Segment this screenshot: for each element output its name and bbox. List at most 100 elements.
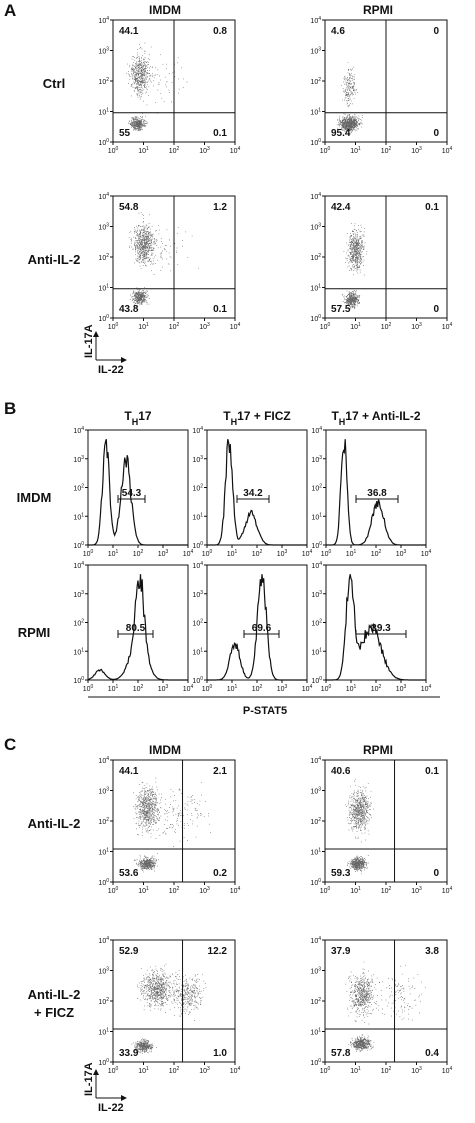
tick-base: 10 xyxy=(98,194,106,201)
tick-exp: 0 xyxy=(200,541,203,547)
tick-base: 10 xyxy=(158,686,166,693)
plot-frame xyxy=(324,939,448,1063)
tick-label: 104 xyxy=(230,886,241,895)
tick-exp: 1 xyxy=(358,886,361,892)
tick-exp: 2 xyxy=(106,253,109,259)
tick-label: 103 xyxy=(277,684,288,693)
tick-exp: 0 xyxy=(116,322,119,328)
tick-base: 10 xyxy=(310,110,318,117)
density-dots xyxy=(131,963,207,1054)
tick-base: 10 xyxy=(73,563,81,570)
tick-exp: 2 xyxy=(318,253,321,259)
tick-exp: 2 xyxy=(260,684,263,690)
tick-label: 100 xyxy=(311,676,322,685)
density-dots xyxy=(133,777,211,873)
tick-label: 101 xyxy=(108,684,119,693)
quadrant-value: 12.2 xyxy=(208,946,228,957)
panel-letter: C xyxy=(4,735,16,754)
tick-exp: 0 xyxy=(106,1058,109,1064)
tick-label: 104 xyxy=(311,561,322,570)
tick-base: 10 xyxy=(169,324,177,331)
tick-label: 104 xyxy=(310,936,321,945)
tick-label: 104 xyxy=(421,684,432,693)
tick-exp: 2 xyxy=(106,817,109,823)
tick-label: 102 xyxy=(192,619,203,628)
tick-exp: 1 xyxy=(106,284,109,290)
tick-label: 101 xyxy=(73,647,84,656)
tick-label: 103 xyxy=(411,1066,422,1075)
tick-label: 102 xyxy=(381,146,392,155)
tick-exp: 4 xyxy=(200,561,203,567)
gate-value: 80.5 xyxy=(126,623,146,634)
tick-exp: 1 xyxy=(146,1066,149,1072)
tick-exp: 0 xyxy=(210,684,213,690)
tick-base: 10 xyxy=(310,286,318,293)
tick-base: 10 xyxy=(311,514,319,521)
tick-exp: 3 xyxy=(285,549,288,555)
tick-exp: 0 xyxy=(328,322,331,328)
tick-label: 101 xyxy=(98,1028,109,1037)
tick-label: 104 xyxy=(183,684,194,693)
tick-label: 101 xyxy=(350,886,361,895)
tick-label: 100 xyxy=(320,322,331,331)
tick-label: 101 xyxy=(98,108,109,117)
tick-base: 10 xyxy=(133,551,141,558)
quadrant-value: 1.2 xyxy=(213,202,227,213)
tick-base: 10 xyxy=(199,888,207,895)
gate-value: 54.3 xyxy=(122,488,142,499)
histogram xyxy=(207,439,307,546)
tick-exp: 2 xyxy=(318,997,321,1003)
tick-label: 101 xyxy=(346,549,357,558)
tick-base: 10 xyxy=(320,888,328,895)
tick-exp: 0 xyxy=(328,886,331,892)
quadrant-value: 0.1 xyxy=(213,304,227,315)
tick-label: 104 xyxy=(442,886,453,895)
tick-label: 100 xyxy=(83,684,94,693)
header-rest: 17 + FICZ xyxy=(237,409,291,423)
tick-label: 103 xyxy=(73,455,84,464)
tick-label: 103 xyxy=(310,47,321,56)
tick-exp: 3 xyxy=(319,455,322,461)
density-dots xyxy=(345,961,426,1053)
header-sub: H xyxy=(339,417,346,427)
histogram xyxy=(326,574,426,681)
tick-base: 10 xyxy=(73,649,81,656)
tick-base: 10 xyxy=(411,888,419,895)
tick-base: 10 xyxy=(252,551,260,558)
tick-exp: 3 xyxy=(106,787,109,793)
tick-exp: 0 xyxy=(329,549,332,555)
tick-base: 10 xyxy=(320,148,328,155)
x-axis-label: IL-22 xyxy=(98,1102,124,1114)
tick-base: 10 xyxy=(396,686,404,693)
tick-label: 102 xyxy=(310,253,321,262)
tick-exp: 0 xyxy=(116,1066,119,1072)
quadrant-value: 33.9 xyxy=(119,1048,139,1059)
tick-exp: 4 xyxy=(450,146,453,152)
tick-label: 101 xyxy=(350,146,361,155)
tick-exp: 0 xyxy=(318,878,321,884)
tick-base: 10 xyxy=(192,621,200,628)
tick-exp: 3 xyxy=(81,590,84,596)
tick-base: 10 xyxy=(310,49,318,56)
tick-base: 10 xyxy=(73,514,81,521)
tick-label: 103 xyxy=(311,590,322,599)
tick-exp: 2 xyxy=(81,619,84,625)
tick-base: 10 xyxy=(98,850,106,857)
tick-label: 100 xyxy=(202,684,213,693)
tick-exp: 0 xyxy=(116,146,119,152)
tick-label: 102 xyxy=(73,484,84,493)
tick-exp: 1 xyxy=(235,549,238,555)
tick-exp: 0 xyxy=(318,1058,321,1064)
tick-base: 10 xyxy=(192,428,200,435)
tick-base: 10 xyxy=(158,551,166,558)
tick-exp: 3 xyxy=(207,1066,210,1072)
tick-exp: 4 xyxy=(191,549,194,555)
tick-label: 103 xyxy=(311,455,322,464)
tick-base: 10 xyxy=(320,324,328,331)
tick-label: 101 xyxy=(108,549,119,558)
tick-exp: 4 xyxy=(318,936,321,942)
tick-label: 100 xyxy=(320,146,331,155)
tick-base: 10 xyxy=(192,486,200,493)
tick-label: 104 xyxy=(230,146,241,155)
